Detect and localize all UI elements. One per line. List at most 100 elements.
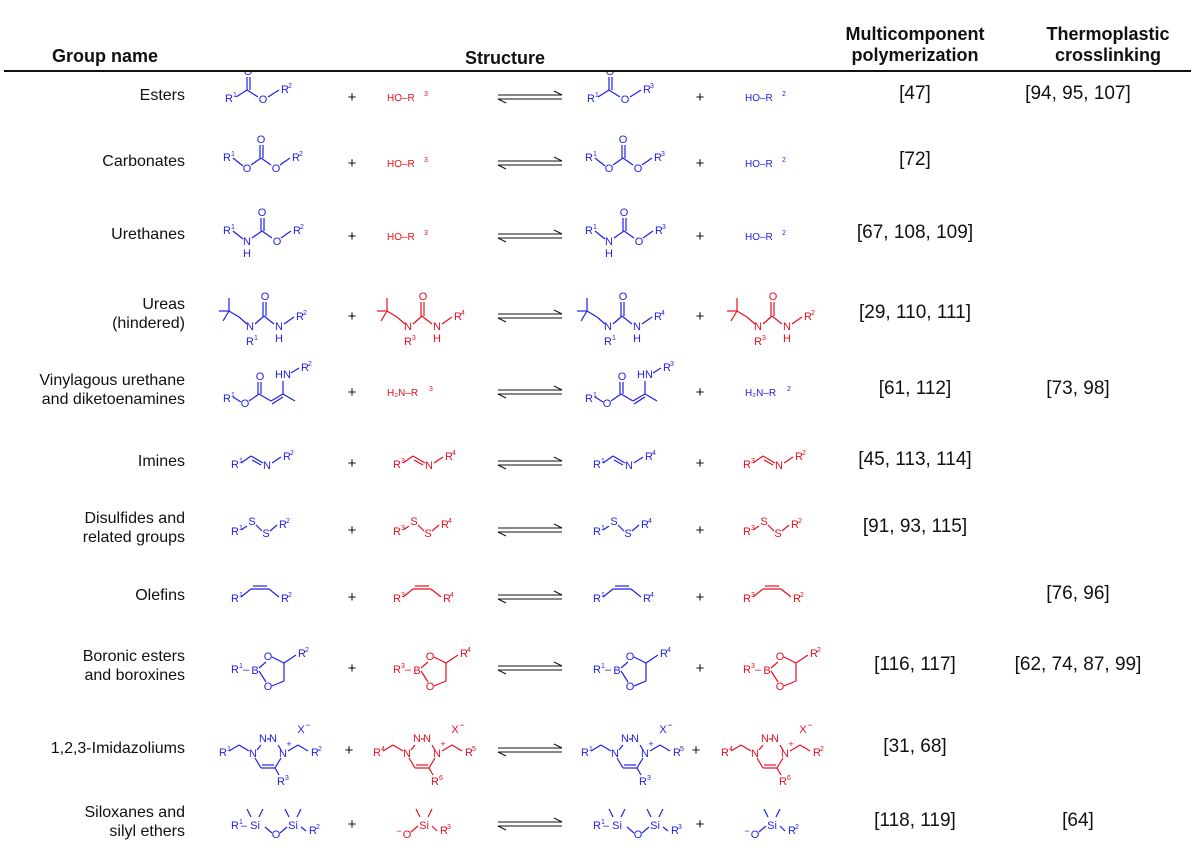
svg-text:HN: HN (637, 369, 653, 381)
svg-text:–: – (241, 820, 248, 832)
svg-text:N: N (275, 321, 283, 333)
group-name-row-5: Vinylagous urethane and diketoenamines (39, 372, 185, 408)
svg-text:3: 3 (751, 458, 755, 465)
svg-text:R: R (393, 526, 401, 538)
svg-text:R: R (283, 451, 291, 463)
svg-text:R: R (654, 152, 662, 164)
svg-text:R: R (460, 648, 468, 660)
svg-text:2: 2 (300, 224, 304, 231)
svg-text:N: N (781, 748, 789, 760)
plus-sign: + (696, 228, 705, 245)
svg-text:N: N (611, 748, 619, 760)
svg-text:R: R (593, 664, 601, 676)
plus-sign: + (345, 742, 354, 759)
group-name-row-1: Esters (139, 86, 185, 104)
svg-text:3: 3 (762, 335, 766, 342)
svg-text:N: N (621, 733, 629, 745)
svg-text:N: N (605, 236, 613, 248)
svg-text:O: O (272, 829, 281, 841)
svg-text:1: 1 (239, 458, 243, 465)
svg-text:N: N (783, 321, 791, 333)
plus-sign: + (348, 155, 357, 172)
structure-row-10: R 1 NN NN+R 3R 2X −+ R 4 NN NN+R 6R 5X −R 1 NN NN+R 3R 5X −… (219, 720, 824, 788)
svg-text:H: H (783, 333, 791, 345)
group-name-row-8: Olefins (135, 586, 185, 604)
svg-text:1: 1 (231, 151, 235, 158)
svg-text:3: 3 (401, 592, 405, 599)
multicomponent-refs-row-11: [118, 119] (874, 810, 956, 831)
plus-sign: + (348, 660, 357, 677)
svg-text:1: 1 (231, 224, 235, 231)
svg-text:O: O (626, 651, 635, 663)
svg-text:S: S (410, 516, 417, 528)
svg-text:4: 4 (661, 310, 665, 317)
svg-text:N: N (751, 748, 759, 760)
svg-text:R: R (743, 459, 751, 471)
svg-text:4: 4 (448, 518, 452, 525)
svg-text:Si: Si (288, 820, 298, 832)
svg-text:R: R (743, 526, 751, 538)
svg-text:1: 1 (601, 592, 605, 599)
svg-text:5: 5 (680, 746, 684, 753)
multicomponent-refs-row-1: [47] (899, 83, 931, 104)
svg-text:R: R (301, 362, 309, 374)
svg-text:4: 4 (450, 592, 454, 599)
svg-text:4: 4 (381, 746, 385, 753)
svg-text:−: − (667, 720, 672, 730)
svg-text:−: − (305, 720, 310, 730)
svg-text:N: N (263, 460, 271, 472)
group-name-row-9: Boronic esters and boroxines (82, 648, 185, 684)
svg-text:2: 2 (800, 592, 804, 599)
svg-text:R: R (795, 451, 803, 463)
svg-text:2: 2 (308, 361, 312, 368)
svg-text:R: R (223, 152, 231, 164)
svg-text:R: R (225, 93, 233, 105)
plus-sign: + (348, 308, 357, 325)
svg-text:R: R (581, 747, 589, 759)
plus-sign: + (696, 384, 705, 401)
svg-text:S: S (424, 528, 431, 540)
svg-text:2: 2 (288, 592, 292, 599)
plus-sign: + (348, 384, 357, 401)
svg-text:O: O (264, 651, 273, 663)
svg-text:R: R (754, 336, 762, 348)
svg-text:3: 3 (285, 775, 289, 782)
svg-text:R: R (440, 825, 448, 837)
multicomponent-refs-row-3: [67, 108, 109] (856, 222, 974, 243)
svg-text:R: R (231, 593, 239, 605)
svg-text:O: O (619, 134, 628, 146)
svg-text:HO–R: HO–R (745, 93, 773, 104)
header-rule (4, 70, 1191, 72)
group-name-row-7: Disulfides and related groups (82, 510, 185, 546)
svg-text:N: N (243, 236, 251, 248)
svg-text:R: R (292, 152, 300, 164)
svg-text:O: O (256, 371, 265, 383)
structure-row-8: R 1 R 2 + R 3 R 4 R 1 R 4 + R 3 R 2 (231, 585, 804, 606)
svg-text:N: N (754, 321, 762, 333)
svg-text:1: 1 (239, 663, 243, 670)
svg-text:R: R (743, 593, 751, 605)
svg-text:H₂N–R: H₂N–R (387, 388, 418, 399)
svg-text:O: O (776, 681, 785, 693)
svg-text:R: R (373, 747, 381, 759)
svg-text:Si: Si (612, 820, 622, 832)
svg-text:S: S (774, 528, 781, 540)
svg-text:2: 2 (811, 310, 815, 317)
group-name-row-3: Urethanes (111, 225, 185, 243)
plus-sign: + (348, 455, 357, 472)
svg-text:O: O (618, 371, 627, 383)
svg-text:+: + (648, 739, 653, 749)
svg-text:Si: Si (650, 820, 660, 832)
svg-text:H: H (633, 333, 641, 345)
svg-text:R: R (585, 393, 593, 405)
svg-text:N: N (761, 733, 769, 745)
svg-text:R: R (454, 311, 462, 323)
svg-text:N: N (641, 748, 649, 760)
svg-text:S: S (760, 516, 767, 528)
svg-text:X: X (297, 724, 305, 736)
svg-text:N: N (625, 460, 633, 472)
multicomponent-refs-row-6: [45, 113, 114] (858, 449, 972, 470)
